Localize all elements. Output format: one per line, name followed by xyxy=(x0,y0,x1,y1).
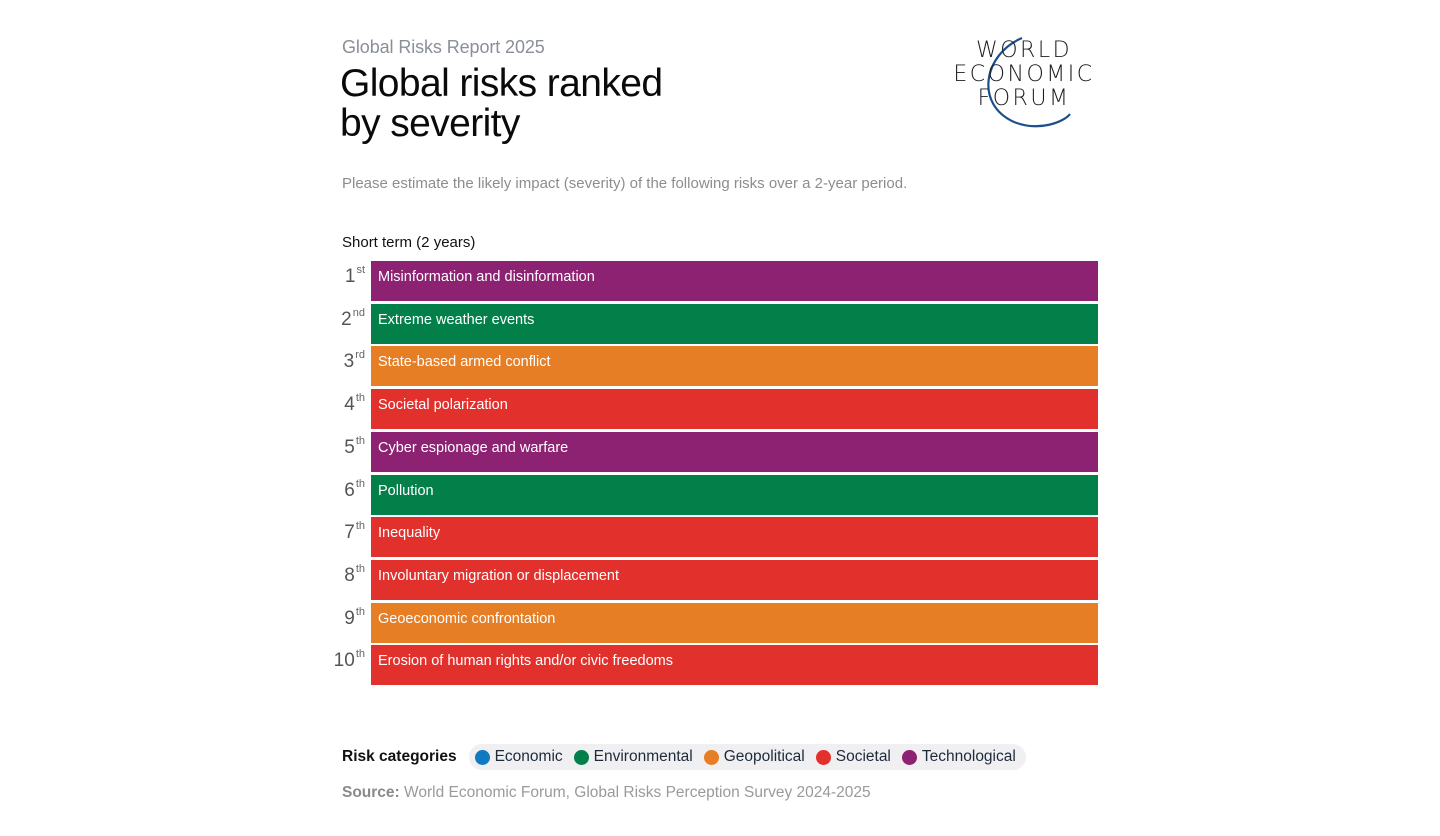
risk-label: Cyber espionage and warfare xyxy=(378,439,569,456)
rank-suffix: th xyxy=(355,434,365,447)
legend-label: Economic xyxy=(494,748,563,765)
rank-label: 4th xyxy=(325,392,365,416)
risk-bar: Erosion of human rights and/or civic fre… xyxy=(371,645,1098,686)
rank-number: 5 xyxy=(344,436,355,458)
risk-label: Misinformation and disinformation xyxy=(378,269,595,285)
legend-label: Technological xyxy=(921,748,1016,765)
logo-line-3: FORUM xyxy=(977,86,1071,111)
rank-number: 7 xyxy=(344,522,355,544)
wef-logo: WORLD ECONOMIC FORUM xyxy=(944,34,1104,134)
rank-suffix: nd xyxy=(352,306,365,319)
risk-label: State-based armed conflict xyxy=(378,354,551,371)
risk-bar: Geoeconomic confrontation xyxy=(371,602,1098,643)
risk-bar: Inequality xyxy=(371,517,1098,558)
risk-bar: State-based armed conflict xyxy=(371,346,1098,387)
question-text: Please estimate the likely impact (sever… xyxy=(342,175,908,192)
legend: Risk categories Economic Environmental Geo… xyxy=(342,744,1026,770)
source-label: Source: xyxy=(342,784,400,801)
risk-label: Societal polarization xyxy=(378,397,508,414)
legend-item-geopolitical: Geopolitical xyxy=(703,748,805,766)
rank-label: 9th xyxy=(325,605,365,630)
rank-label: 5th xyxy=(325,434,365,459)
risk-label: Geoeconomic confrontation xyxy=(378,610,556,627)
legend-pill: Economic Environmental Geopolitical Societa… xyxy=(468,744,1026,770)
legend-dot-icon xyxy=(703,749,719,765)
page-title: Global risks ranked by severity xyxy=(340,62,663,145)
rank-label: 3rd xyxy=(325,349,365,373)
risk-bar: Societal polarization xyxy=(371,389,1098,430)
rank-number: 3 xyxy=(343,351,355,373)
legend-label: Environmental xyxy=(593,748,693,765)
rank-label: 6th xyxy=(325,477,365,502)
legend-item-economic: Economic xyxy=(474,748,563,766)
legend-dot-icon xyxy=(815,749,831,765)
rank-number: 4 xyxy=(344,394,355,416)
legend-dot-icon xyxy=(573,749,589,765)
rank-suffix: th xyxy=(355,648,365,661)
risk-label: Inequality xyxy=(378,525,441,542)
rank-number: 1 xyxy=(344,266,356,287)
legend-label: Geopolitical xyxy=(723,748,805,765)
risk-label: Pollution xyxy=(378,482,434,499)
risk-label: Extreme weather events xyxy=(378,311,535,328)
risk-bar: Cyber espionage and warfare xyxy=(371,431,1098,472)
legend-dot-icon xyxy=(901,749,917,765)
risk-label: Involuntary migration or displacement xyxy=(378,567,619,584)
legend-item-environmental: Environmental xyxy=(573,748,693,766)
risk-label: Erosion of human rights and/or civic fre… xyxy=(378,653,673,670)
logo-line-1: WORLD xyxy=(975,38,1073,63)
rank-label: 7th xyxy=(325,520,365,544)
legend-dot-icon xyxy=(474,749,490,765)
section-label: Short term (2 years) xyxy=(342,234,476,251)
rank-suffix: th xyxy=(355,520,365,533)
legend-item-societal: Societal xyxy=(815,748,891,766)
logo-arc-icon xyxy=(987,36,1071,128)
legend-item-technological: Technological xyxy=(901,748,1016,766)
risk-bar: Misinformation and disinformation xyxy=(371,261,1098,301)
risk-bar: Extreme weather events xyxy=(371,303,1098,344)
rank-number: 10 xyxy=(333,650,355,672)
risk-bar: Pollution xyxy=(371,474,1098,515)
rank-number: 2 xyxy=(341,308,352,330)
title-line-1: Global risks ranked xyxy=(340,62,663,105)
risk-bar: Involuntary migration or displacement xyxy=(371,559,1098,600)
rank-suffix: th xyxy=(355,392,365,405)
rank-number: 8 xyxy=(344,564,355,586)
rank-label: 2nd xyxy=(325,306,365,331)
rank-suffix: th xyxy=(355,605,365,618)
rank-label: 8th xyxy=(325,562,365,587)
title-line-2: by severity xyxy=(340,102,520,145)
rank-number: 6 xyxy=(344,479,355,501)
rank-suffix: th xyxy=(355,477,365,490)
source-note: Source: World Economic Forum, Global Ris… xyxy=(342,784,871,802)
source-text: World Economic Forum, Global Risks Perce… xyxy=(399,784,871,801)
logo-line-2: ECONOMIC xyxy=(953,62,1095,87)
legend-label: Societal xyxy=(835,748,891,765)
legend-title: Risk categories xyxy=(342,748,457,765)
report-label: Global Risks Report 2025 xyxy=(342,37,545,57)
risk-ranking-chart: 1st Misinformation and disinformation 2nd E… xyxy=(325,260,1105,690)
rank-suffix: st xyxy=(356,264,365,276)
rank-suffix: th xyxy=(355,562,365,575)
rank-number: 9 xyxy=(344,607,355,629)
rank-label: 1st xyxy=(325,264,365,288)
rank-label: 10th xyxy=(325,648,365,672)
rank-suffix: rd xyxy=(355,349,365,362)
